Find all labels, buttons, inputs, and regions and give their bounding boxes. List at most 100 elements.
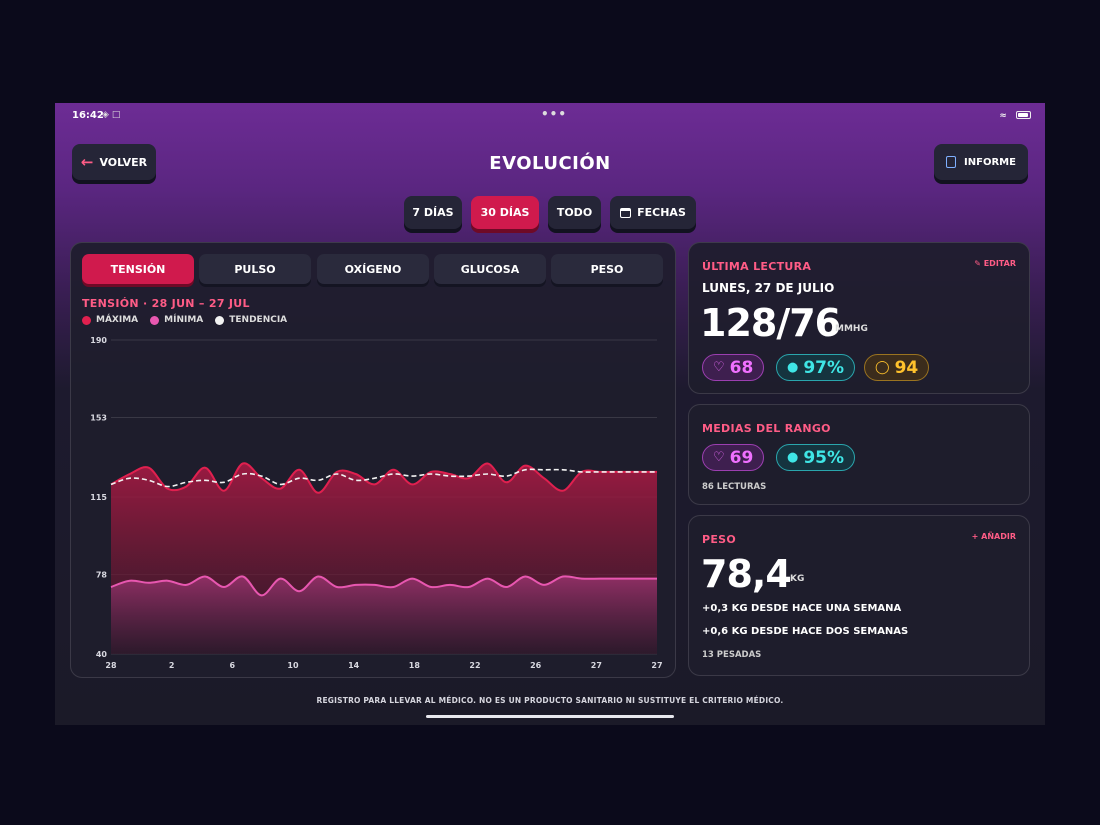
x-tick-label: 14 xyxy=(348,661,360,670)
legend-label: TENDENCIA xyxy=(229,315,288,325)
tab-label: PESO xyxy=(590,262,624,276)
chart-subtitle: TENSIÓN · 28 JUN – 27 JUL xyxy=(82,297,250,310)
weight-change-two-weeks: +0,6 KG DESDE HACE DOS SEMANAS xyxy=(702,626,909,637)
add-weight-button[interactable]: + AÑADIR xyxy=(972,532,1016,541)
tab-glucose[interactable]: GLUCOSA xyxy=(434,254,546,284)
weight-unit: KG xyxy=(790,574,805,584)
chart-legend: MÁXIMA MÍNIMA TENDENCIA xyxy=(82,315,299,325)
heart-icon: ♡ xyxy=(713,360,725,375)
spo2-value: 97% xyxy=(803,357,845,378)
legend-dot xyxy=(215,315,225,325)
tab-pulse[interactable]: PULSO xyxy=(199,254,311,284)
arrow-left-icon: ← xyxy=(80,153,94,171)
tab-oxygen[interactable]: OXÍGENO xyxy=(317,254,429,284)
page-title: EVOLUCIÓN xyxy=(489,153,611,174)
avg-pulse-value: 69 xyxy=(729,447,754,468)
document-icon xyxy=(946,156,957,168)
range-average-card: MEDIAS DEL RANGO ♡ 69 ● 95% 86 LECTURAS xyxy=(688,404,1030,505)
last-reading-date: LUNES, 27 DE JULIO xyxy=(702,281,835,295)
pulse-value: 68 xyxy=(729,357,754,378)
report-button[interactable]: INFORME xyxy=(934,144,1028,180)
edit-label: EDITAR xyxy=(983,259,1016,268)
status-left-icons: ◈□ xyxy=(102,110,124,120)
range-dates-button[interactable]: FECHAS xyxy=(610,196,696,229)
heart-icon: ♡ xyxy=(713,450,725,465)
home-indicator[interactable] xyxy=(426,715,674,718)
glucose-badge: ◯ 94 xyxy=(864,354,930,381)
y-tick-label: 40 xyxy=(96,650,108,659)
status-time: 16:42 xyxy=(72,110,104,121)
range-label: 30 DÍAS xyxy=(480,206,530,219)
spo2-badge: ● 97% xyxy=(776,354,856,381)
readings-count: 86 LECTURAS xyxy=(702,482,767,492)
range-label: TODO xyxy=(556,206,593,219)
status-bar: 16:42 ◈□ ••• ≈ xyxy=(55,103,1045,127)
legend-dot xyxy=(150,315,160,325)
x-tick-label: 18 xyxy=(409,661,421,670)
legend-item-min: MÍNIMA xyxy=(150,315,203,325)
last-reading-label: ÚLTIMA LECTURA xyxy=(702,260,812,273)
y-tick-label: 190 xyxy=(90,336,107,345)
legend-item-trend: TENDENCIA xyxy=(215,315,287,325)
tab-label: TENSIÓN xyxy=(110,262,166,276)
trend-series-line xyxy=(110,468,657,488)
weight-change-week: +0,3 KG DESDE HACE UNA SEMANA xyxy=(702,603,902,614)
min-series-area xyxy=(111,576,657,654)
range-average-label: MEDIAS DEL RANGO xyxy=(702,422,831,435)
last-reading-value: 128/76 xyxy=(700,301,841,345)
max-series-line xyxy=(110,462,657,494)
multitask-dots-icon[interactable]: ••• xyxy=(541,107,568,121)
range-label: 7 DÍAS xyxy=(412,206,454,219)
chart-card: TENSIÓN PULSO OXÍGENO GLUCOSA PESO TENSI… xyxy=(70,242,676,678)
x-tick-label: 10 xyxy=(287,661,299,670)
weight-label: PESO xyxy=(702,533,737,546)
app-screen: 16:42 ◈□ ••• ≈ ← VOLVER EVOLUCIÓN INFORM… xyxy=(55,103,1045,725)
pulse-badge: ♡ 68 xyxy=(702,354,765,381)
report-button-label: INFORME xyxy=(964,156,1016,168)
last-reading-card: ÚLTIMA LECTURA ✎ EDITAR LUNES, 27 DE JUL… xyxy=(688,242,1030,394)
min-series-line xyxy=(110,575,657,597)
tab-weight[interactable]: PESO xyxy=(551,254,663,284)
pencil-icon: ✎ xyxy=(974,259,981,268)
avg-spo2-value: 95% xyxy=(803,447,845,468)
x-tick-label: 2 xyxy=(169,661,175,670)
tab-label: OXÍGENO xyxy=(344,262,402,276)
weight-value: 78,4 xyxy=(701,552,792,596)
x-tick-label: 22 xyxy=(469,661,480,670)
range-all-button[interactable]: TODO xyxy=(548,196,601,229)
x-tick-label: 27 xyxy=(591,661,602,670)
back-button[interactable]: ← VOLVER xyxy=(72,144,156,180)
tab-tension[interactable]: TENSIÓN xyxy=(82,254,194,284)
legend-label: MÁXIMA xyxy=(96,315,139,325)
x-tick-label: 27 xyxy=(651,661,662,670)
avg-pulse-badge: ♡ 69 xyxy=(702,444,765,471)
range-label: FECHAS xyxy=(637,206,686,219)
battery-icon xyxy=(1016,111,1031,119)
x-tick-label: 26 xyxy=(530,661,542,670)
drop-icon: ◯ xyxy=(875,360,890,375)
range-7-days-button[interactable]: 7 DÍAS xyxy=(404,196,462,229)
legend-item-max: MÁXIMA xyxy=(82,315,138,325)
y-tick-label: 153 xyxy=(90,413,107,422)
wifi-icon: ≈ xyxy=(999,111,1010,121)
tab-label: GLUCOSA xyxy=(460,262,520,276)
add-label: AÑADIR xyxy=(981,532,1016,541)
avg-spo2-badge: ● 95% xyxy=(776,444,856,471)
weight-card: PESO + AÑADIR 78,4 KG +0,3 KG DESDE HACE… xyxy=(688,515,1030,676)
x-tick-label: 6 xyxy=(230,661,236,670)
glucose-value: 94 xyxy=(894,357,919,378)
y-tick-label: 78 xyxy=(96,570,108,579)
legend-label: MÍNIMA xyxy=(164,315,204,325)
range-30-days-button[interactable]: 30 DÍAS xyxy=(471,196,539,229)
x-tick-label: 28 xyxy=(105,661,117,670)
calendar-icon xyxy=(620,207,632,218)
edit-button[interactable]: ✎ EDITAR xyxy=(974,259,1016,268)
last-reading-unit: MMHG xyxy=(835,324,868,334)
weighings-count: 13 PESADAS xyxy=(702,650,762,660)
oxygen-icon: ● xyxy=(787,360,799,375)
tab-label: PULSO xyxy=(234,262,276,276)
status-right-icons: ≈ xyxy=(999,110,1031,121)
y-tick-label: 115 xyxy=(90,493,107,502)
medical-disclaimer: REGISTRO PARA LLEVAR AL MÉDICO. NO ES UN… xyxy=(316,696,784,705)
